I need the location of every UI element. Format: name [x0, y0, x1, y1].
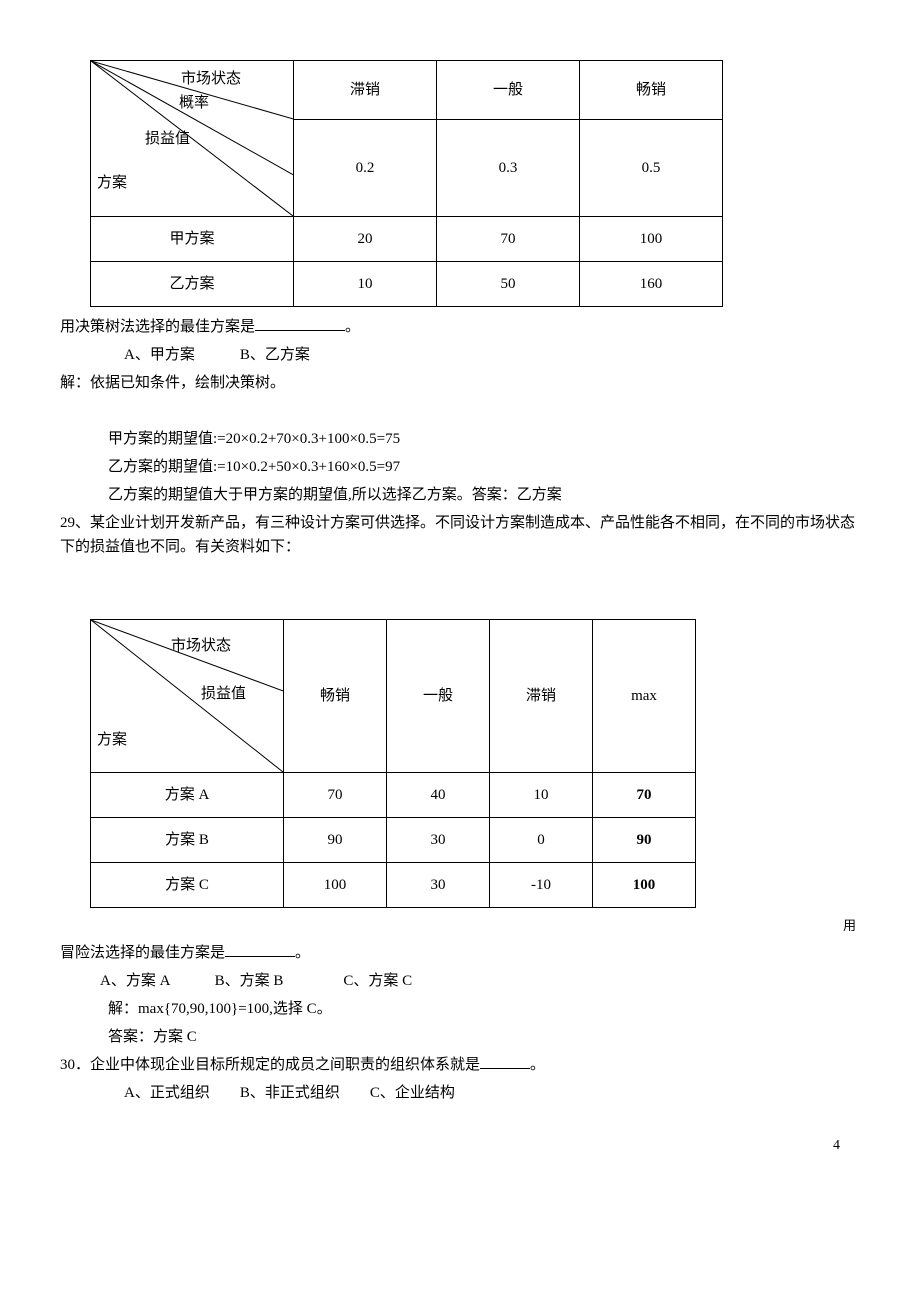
t2-lbl-pl: 损益值 — [201, 682, 246, 706]
t2-col-2: 滞销 — [490, 620, 593, 773]
q28-sol-intro: 解：依据已知条件，绘制决策树。 — [60, 371, 860, 395]
t1-col-2: 畅销 — [580, 61, 723, 120]
t2-r1max: 90 — [593, 818, 696, 863]
t1-lbl-market: 市场状态 — [181, 67, 241, 91]
t2-r2c0: 100 — [284, 863, 387, 908]
t1-lbl-plan: 方案 — [97, 171, 127, 195]
decision-table-1: 市场状态 概率 损益值 方案 滞销 一般 畅销 0.2 0.3 0.5 甲方案 … — [90, 60, 723, 307]
t1-r0c2: 100 — [580, 217, 723, 262]
t2-col-0: 畅销 — [284, 620, 387, 773]
q30-stem: 30．企业中体现企业目标所规定的成员之间职责的组织体系就是 。 — [60, 1053, 860, 1077]
t2-r1c1: 30 — [387, 818, 490, 863]
t1-r0c1: 70 — [437, 217, 580, 262]
q28-stem: 用决策树法选择的最佳方案是 。 — [60, 315, 860, 339]
t1-row1-name: 乙方案 — [91, 262, 294, 307]
t1-lbl-pl: 损益值 — [145, 127, 190, 151]
q28-sol-line2: 乙方案的期望值:=10×0.2+50×0.3+160×0.5=97 — [60, 455, 860, 479]
t2-r2c1: 30 — [387, 863, 490, 908]
q29-stem: 29、某企业计划开发新产品，有三种设计方案可供选择。不同设计方案制造成本、产品性… — [60, 511, 860, 559]
q29b-stem: 冒险法选择的最佳方案是 。 — [60, 941, 860, 965]
q29b-ans: 答案：方案 C — [60, 1025, 860, 1049]
q28-sol-line1: 甲方案的期望值:=20×0.2+70×0.3+100×0.5=75 — [60, 427, 860, 451]
t1-r1c0: 10 — [294, 262, 437, 307]
t2-r2c2: -10 — [490, 863, 593, 908]
q30-blank — [480, 1053, 530, 1069]
t2-col-3: max — [593, 620, 696, 773]
t2-col-1: 一般 — [387, 620, 490, 773]
t1-row0-name: 甲方案 — [91, 217, 294, 262]
page-number: 4 — [60, 1135, 860, 1157]
t2-corner-cell: 市场状态 损益值 方案 — [91, 620, 284, 773]
t2-lbl-plan: 方案 — [97, 728, 127, 752]
q29b-sol: 解：max{70,90,100}=100,选择 C。 — [60, 997, 860, 1021]
q29b-options: A、方案 A B、方案 B C、方案 C — [60, 969, 860, 993]
q29b-stem-pre: 冒险法选择的最佳方案是 — [60, 945, 225, 961]
t2-r2max: 100 — [593, 863, 696, 908]
t1-r1c1: 50 — [437, 262, 580, 307]
t2-r0c1: 40 — [387, 773, 490, 818]
t1-col-0: 滞销 — [294, 61, 437, 120]
t1-prob-2: 0.5 — [580, 120, 723, 217]
t1-r1c2: 160 — [580, 262, 723, 307]
t2-lbl-market: 市场状态 — [171, 634, 231, 658]
q28-sol-line3: 乙方案的期望值大于甲方案的期望值,所以选择乙方案。答案：乙方案 — [60, 483, 860, 507]
t2-r0c2: 10 — [490, 773, 593, 818]
t1-prob-1: 0.3 — [437, 120, 580, 217]
t1-r0c0: 20 — [294, 217, 437, 262]
t2-r1c2: 0 — [490, 818, 593, 863]
t2-r0c0: 70 — [284, 773, 387, 818]
t2-row1-name: 方案 B — [91, 818, 284, 863]
q29b-blank — [225, 941, 295, 957]
q30-stem-pre: 30．企业中体现企业目标所规定的成员之间职责的组织体系就是 — [60, 1057, 480, 1073]
t2-row2-name: 方案 C — [91, 863, 284, 908]
t2-r0max: 70 — [593, 773, 696, 818]
t2-r1c0: 90 — [284, 818, 387, 863]
t1-lbl-prob: 概率 — [179, 91, 209, 115]
q30-stem-post: 。 — [530, 1057, 545, 1073]
decision-table-2: 市场状态 损益值 方案 畅销 一般 滞销 max 方案 A 70 40 10 7… — [90, 619, 696, 908]
q28-blank — [255, 315, 345, 331]
t1-prob-0: 0.2 — [294, 120, 437, 217]
q28-stem-pre: 用决策树法选择的最佳方案是 — [60, 319, 255, 335]
t1-corner-cell: 市场状态 概率 损益值 方案 — [91, 61, 294, 217]
t1-col-1: 一般 — [437, 61, 580, 120]
q28-options: A、甲方案 B、乙方案 — [60, 343, 860, 367]
q29b-stem-post: 。 — [295, 945, 310, 961]
t2-row0-name: 方案 A — [91, 773, 284, 818]
q30-options: A、正式组织 B、非正式组织 C、企业结构 — [60, 1081, 860, 1105]
q29-trailing: 用 — [60, 916, 860, 937]
q28-stem-post: 。 — [345, 319, 360, 335]
